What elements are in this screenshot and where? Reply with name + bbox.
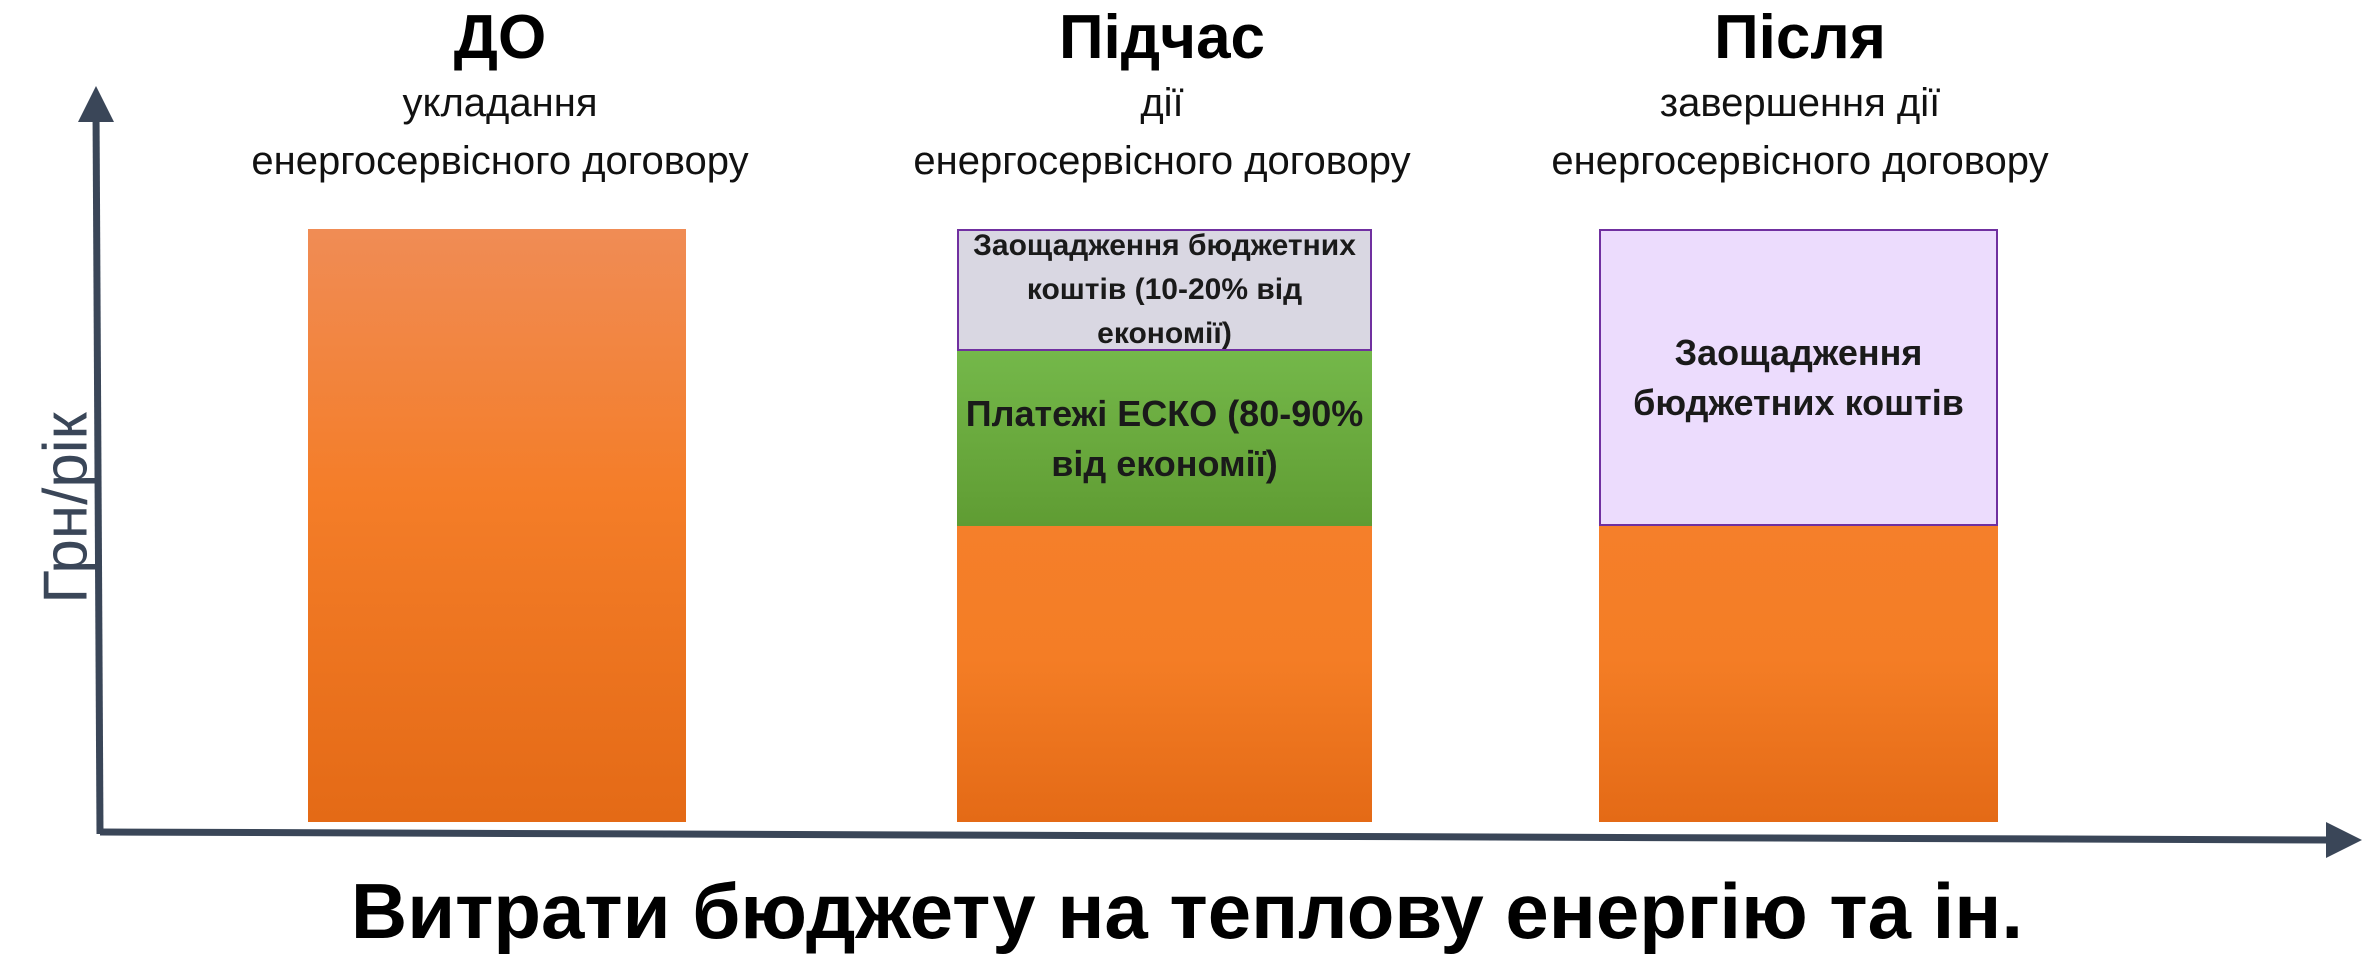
x-axis-label: Витрати бюджету на теплову енергію та ін… (350, 867, 2024, 955)
bar-after: Заощадження бюджетних коштів (1599, 229, 1998, 822)
column-header-during: Підчас дії енергосервісного договору (822, 2, 1502, 190)
bar-during-esco-payments-label: Платежі ЕСКО (80-90% від економії) (965, 392, 1364, 484)
column-subtitle-after-2: енергосервісного договору (1551, 139, 2049, 183)
y-axis-label: Грн/рік (31, 412, 101, 604)
column-subtitle-before-2: енергосервісного договору (251, 139, 749, 183)
bar-during-energy-costs (957, 526, 1372, 822)
bar-during: Заощадження бюджетних коштів (10-20% від… (957, 229, 1372, 822)
column-title-before: ДО (453, 3, 547, 72)
bar-during-budget-savings-label: Заощадження бюджетних коштів (10-20% від… (973, 229, 1356, 350)
bar-after-budget-savings-label: Заощадження бюджетних коштів (1633, 331, 1964, 423)
bar-after-energy-costs (1599, 526, 1998, 822)
column-title-during: Підчас (1058, 3, 1266, 72)
bar-before-energy-costs (308, 229, 686, 822)
bar-after-budget-savings: Заощадження бюджетних коштів (1599, 229, 1998, 526)
y-axis-arrowhead (78, 86, 114, 122)
x-axis-line (99, 828, 2331, 844)
bar-during-esco-payments: Платежі ЕСКО (80-90% від економії) (957, 351, 1372, 526)
y-axis-line (92, 109, 104, 835)
x-axis-arrowhead (2326, 822, 2362, 858)
column-subtitle-after-1: завершення дії (1659, 81, 1941, 125)
column-subtitle-during-1: дії (1140, 81, 1184, 125)
column-title-after: Після (1714, 3, 1886, 72)
column-header-before: ДО укладання енергосервісного договору (160, 2, 840, 190)
bar-during-budget-savings: Заощадження бюджетних коштів (10-20% від… (957, 229, 1372, 351)
column-subtitle-before-1: укладання (402, 81, 598, 125)
column-header-after: Після завершення дії енергосервісного до… (1460, 2, 2140, 190)
column-subtitle-during-2: енергосервісного договору (913, 139, 1411, 183)
bar-before (308, 229, 686, 822)
